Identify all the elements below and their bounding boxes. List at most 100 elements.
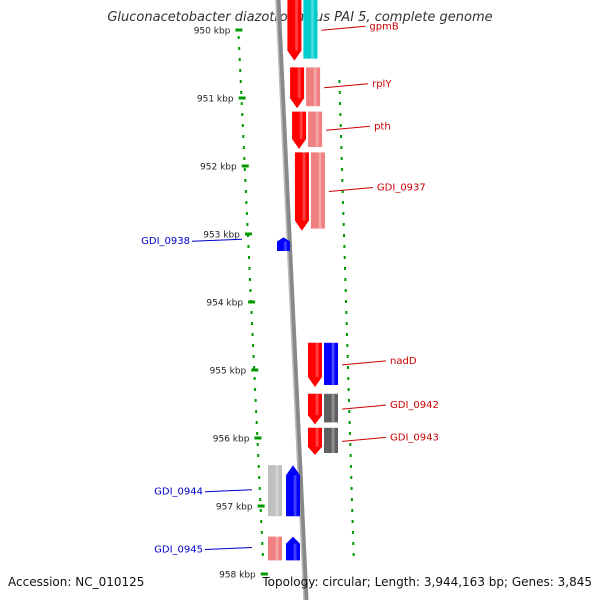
gene-gdi_0937-bar-shine: [318, 152, 322, 229]
gc-dot: [339, 113, 342, 116]
gc-dot: [246, 223, 249, 226]
gene-gdi_0938-cds-shine: [284, 241, 287, 251]
gc-dot: [352, 553, 355, 556]
ruler-ticks: 950 kbp 951 kbp 952 kbp 953 kbp 954 kbp 955 k…: [194, 27, 268, 581]
gc-dot: [341, 168, 344, 171]
gc-dot: [349, 443, 352, 446]
gene-label-gpmb: gpmB: [369, 21, 398, 32]
gc-dot: [242, 146, 245, 149]
gene-gdi_0944-cds: [286, 465, 300, 517]
gc-dot: [247, 245, 250, 248]
gc-dot: [260, 531, 263, 534]
gene-label-leader: [326, 125, 371, 131]
gc-dot: [345, 333, 348, 336]
tick-label: 952 kbp: [200, 163, 237, 173]
gc-skew-track-right: [338, 80, 355, 556]
gene-label-nadd: nadD: [390, 356, 417, 367]
tick-mark: [251, 368, 259, 372]
gc-dot: [342, 201, 345, 204]
gc-dot: [253, 366, 256, 369]
tick-mark: [260, 572, 268, 576]
backbone-line: [275, 0, 309, 600]
gc-dot: [259, 509, 262, 512]
gene-gdi_0942-bar-shine: [331, 393, 335, 423]
gene-gdi_0943-bar-shine: [331, 427, 335, 453]
tick-label: 953 kbp: [203, 231, 240, 241]
gc-dot: [339, 124, 342, 127]
tick-mark: [257, 504, 265, 508]
gene-label-leader: [204, 489, 253, 493]
gc-dot: [344, 278, 347, 281]
gene-rply-cds: [290, 67, 305, 109]
tick-label: 955 kbp: [210, 367, 247, 377]
gene-gdi_0943-cds: [308, 427, 322, 455]
tick-label: 954 kbp: [206, 299, 243, 309]
gc-dot: [254, 388, 257, 391]
gc-dot: [339, 102, 342, 105]
gc-dot: [346, 344, 349, 347]
gc-dot: [237, 36, 240, 39]
gene-nadd-bar-shine: [331, 342, 335, 385]
gene-gdi_0942-cds: [308, 393, 322, 425]
gene-pth-cds: [292, 111, 307, 149]
gc-dot: [343, 234, 346, 237]
gc-dot: [348, 421, 351, 424]
gc-dot: [350, 487, 353, 490]
tick-mark: [238, 96, 246, 100]
gene-label-rply: rplY: [372, 79, 392, 90]
gc-dot: [258, 476, 261, 479]
gc-dot: [245, 201, 248, 204]
gene-rply-cds-shine: [297, 67, 301, 99]
gc-dot: [345, 322, 348, 325]
gene-labels: gpmB rplY pth GDI_0937 GDI_0938 nadD GDI_0942 G…: [141, 21, 439, 555]
gc-dot: [257, 465, 260, 468]
gene-label-gdi_0943: GDI_0943: [390, 432, 439, 443]
gc-dot: [239, 69, 242, 72]
gc-dot: [350, 498, 353, 501]
gene-nadd-bar: [324, 342, 338, 385]
gc-dot: [256, 443, 259, 446]
gc-dot: [256, 432, 259, 435]
gc-dot: [260, 520, 263, 523]
gene-label-gdi_0938: GDI_0938: [141, 236, 190, 247]
gc-dot: [349, 465, 352, 468]
gc-dot: [340, 135, 343, 138]
gene-label-gdi_0944: GDI_0944: [154, 487, 203, 498]
gc-dot: [255, 421, 258, 424]
tick-mark: [241, 164, 249, 168]
gc-dot: [241, 113, 244, 116]
gc-dot: [342, 212, 345, 215]
gc-dot: [251, 322, 254, 325]
gc-dot: [244, 179, 247, 182]
gc-dot: [346, 355, 349, 358]
gene-gdi_0944-cds-shine: [293, 475, 297, 517]
gene-gdi_0945-cds-shine: [293, 543, 297, 561]
gene-gdi_0945-bar: [268, 536, 282, 561]
gene-label-leader: [324, 83, 369, 89]
tick-mark: [235, 28, 243, 32]
gc-dot: [240, 102, 243, 105]
gene-label-leader: [341, 404, 387, 410]
gc-dot: [347, 377, 350, 380]
gc-dot: [348, 410, 351, 413]
gene-gdi_0945-cds: [286, 536, 300, 561]
gc-dot: [247, 256, 250, 259]
gc-dot: [352, 542, 355, 545]
gc-dot: [340, 157, 343, 160]
gene-gdi_0943-cds-shine: [315, 427, 319, 447]
gc-dot: [243, 168, 246, 171]
gc-dot: [249, 289, 252, 292]
gc-dot: [250, 311, 253, 314]
gene-features: [268, 0, 338, 561]
gc-dot: [253, 377, 256, 380]
gene-gpmb-cds: [287, 0, 302, 61]
gc-dot: [259, 498, 262, 501]
gc-dot: [344, 289, 347, 292]
gene-label-gdi_0942: GDI_0942: [390, 400, 439, 411]
gc-dot: [345, 300, 347, 303]
gc-dot: [238, 58, 241, 61]
gene-gdi_0937-cds-shine: [302, 152, 306, 221]
gene-rply-bar-shine: [313, 67, 317, 107]
gc-dot: [241, 124, 244, 127]
gene-gpmb-bar: [303, 0, 318, 59]
